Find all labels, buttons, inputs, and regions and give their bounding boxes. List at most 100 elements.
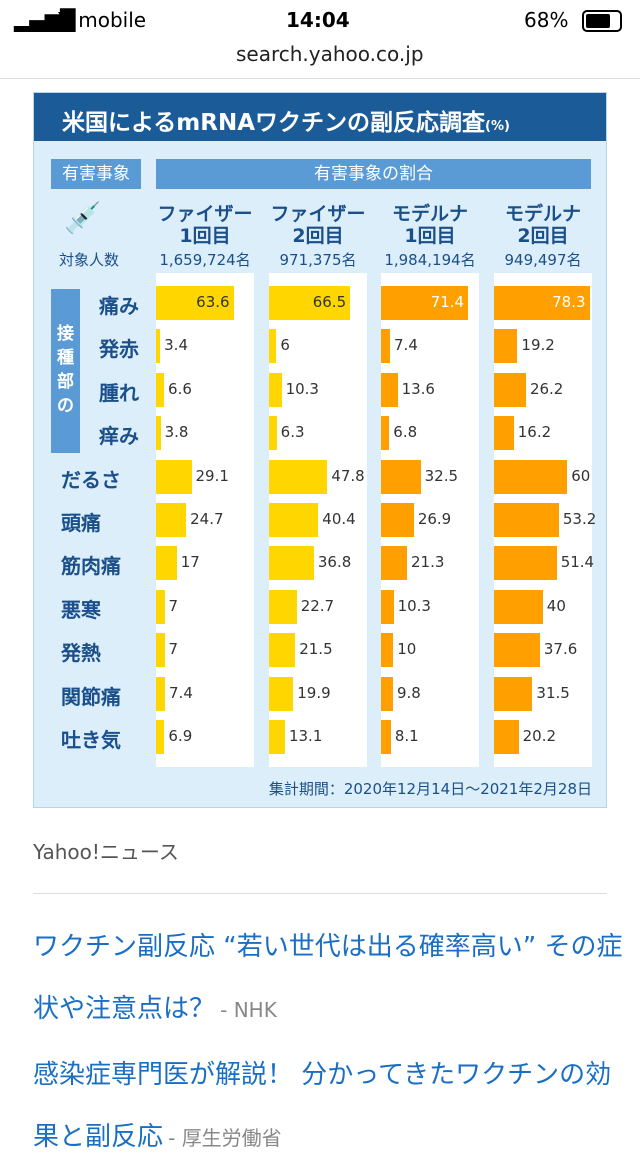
bar [156,589,165,624]
value-label: 22.7 [300,596,335,615]
bar [269,503,319,537]
bar [381,503,414,537]
bar [269,720,285,754]
value-label: 10 [397,640,417,659]
bar [156,676,166,711]
row-label: 関節痛 [61,684,121,709]
value-label: 51.4 [560,553,595,572]
bar [269,416,277,451]
bar [156,720,165,754]
value-label: 17 [180,553,200,572]
bar [381,329,391,364]
value-label: 66.5 [312,293,347,311]
bar [156,546,177,581]
value-label: 78.3 [552,293,586,311]
period: 集計期間：2020年12月14日〜2021年2月28日 [268,780,592,798]
bar [494,286,590,320]
row-label: 痒み [99,424,139,449]
column-name: 1回目 [404,225,456,247]
battery-level: 68% [524,8,569,32]
column-name: モデルナ [391,203,468,225]
infographic: 米国によるmRNAワクチンの副反応調査(%) 有害事象 有害事象の割合 💉 対象… [33,92,607,808]
column-name: 2回目 [517,225,569,247]
value-label: 60 [571,466,591,485]
bar [494,720,519,754]
link-item[interactable]: 感染症専門医が解説！ 分かってきたワクチンの効果と副反応 - 厚生労働省 [33,1044,623,1168]
bar [156,459,192,494]
header-event: 有害事象 [51,159,141,189]
row-label: 筋肉痛 [61,554,121,579]
bar [269,633,296,668]
vaccine-icon: 💉 [64,201,102,236]
bar [269,459,328,494]
divider [33,893,607,894]
value-label: 47.8 [331,466,365,485]
title-bar [34,93,606,141]
value-label: 10.3 [285,379,319,398]
site-group-char: 種 [57,348,74,368]
bar [381,589,394,624]
value-label: 6.3 [280,423,305,442]
column-name: 2回目 [292,225,344,247]
title: 米国によるmRNAワクチンの副反応調査(%) [62,103,510,137]
row-label: 痛み [99,294,139,318]
row-label: 発熱 [61,641,101,666]
site-group-char: の [57,396,74,416]
link-publisher: - 厚生労働省 [168,1126,282,1150]
signal: ▂▄▆█ [14,8,76,32]
value-label: 3.4 [164,336,188,355]
url[interactable]: search.yahoo.co.jp [236,42,424,66]
bar [269,372,282,407]
link-title[interactable]: 感染症専門医が解説！ 分かってきたワクチンの効果と副反応 [33,1060,612,1152]
site-group-box [51,289,80,453]
column-count: 971,375名 [279,251,357,269]
bar [156,633,165,668]
bar [494,459,568,494]
column-name: ファイザー [270,203,366,225]
bar [494,676,533,711]
value-label: 6 [280,336,290,355]
value-label: 37.6 [543,640,578,659]
value-label: 19.2 [521,336,555,355]
value-label: 36.8 [317,553,352,572]
publisher-name: 厚生労働省 [181,1126,282,1150]
value-label: 63.6 [196,293,230,311]
value-label: 21.5 [299,640,333,659]
value-label: 21.3 [410,553,445,572]
bar [269,589,297,624]
bar [381,676,393,711]
screen: ▂▄▆█ Y!mobile 14:04 68% search.yahoo.co.… [0,8,640,1152]
row-label: 頭痛 [61,511,101,535]
bar [494,589,543,624]
bar [269,546,314,581]
value-label: 7 [168,640,179,659]
value-label: 19.9 [297,683,331,702]
column-name: モデルナ [504,203,581,225]
row-label: 悪寒 [61,597,101,622]
value-label: 40 [546,596,566,615]
publisher-name: NHK [233,998,277,1022]
value-label: 8.1 [394,727,419,745]
row-label: 吐き気 [61,728,121,752]
value-label: 24.7 [190,510,224,528]
bar [381,372,398,407]
bar [156,286,234,320]
bar [381,720,391,754]
divider [0,78,640,79]
unit: (%) [485,119,510,134]
bar [381,546,407,581]
value-label: 20.2 [522,727,557,745]
value-label: 13.6 [401,379,435,398]
column-name: ファイザー [157,203,253,225]
value-label: 71.4 [430,293,465,311]
bar [156,416,161,451]
value-label: 7.4 [169,683,193,702]
column-name: 1回目 [179,225,231,247]
link-title[interactable]: ワクチン副反応 “若い世代は出る確率高い” その症状や注意点は？ [33,932,623,1024]
link-item[interactable]: ワクチン副反応 “若い世代は出る確率高い” その症状や注意点は？ - NHK [33,916,623,1040]
value-label: 26.9 [417,510,452,528]
value-label: 40.4 [322,510,356,528]
column-count: 1,984,194名 [384,251,476,269]
bar [269,676,294,711]
link-publisher: - NHK [220,998,277,1022]
